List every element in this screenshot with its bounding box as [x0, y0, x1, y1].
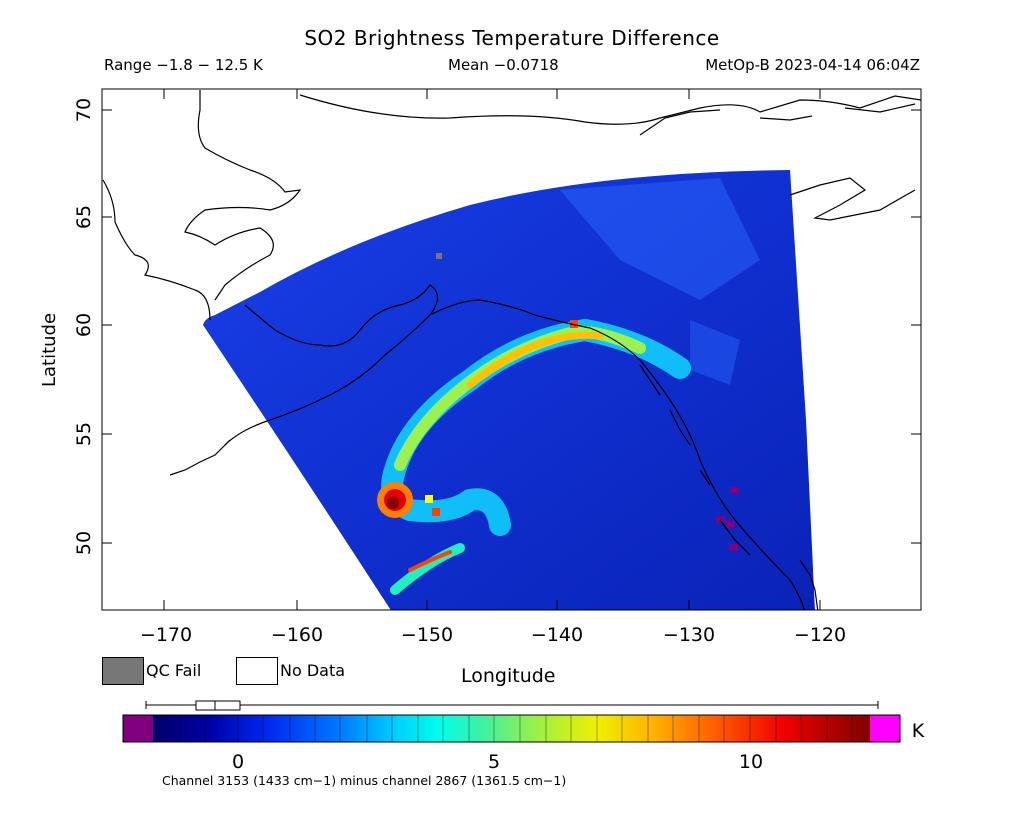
lon-tick-label: −120: [794, 624, 846, 646]
negative-pixel: [729, 544, 738, 551]
coastline-arctic: [184, 90, 302, 301]
lon-tick-label: −130: [663, 624, 715, 646]
so2-hotspot-pixel: [432, 508, 440, 516]
y-axis-label: Latitude: [39, 313, 60, 387]
lat-tick-label: 65: [73, 205, 95, 229]
light-patch: [690, 320, 740, 385]
coastline-gulf-alaska: [224, 284, 439, 446]
plot-title: SO2 Brightness Temperature Difference: [304, 26, 720, 50]
map-ticks: [102, 89, 921, 610]
lon-tick-label: −140: [531, 624, 583, 646]
negative-pixel: [730, 487, 739, 494]
so2-plume-core: [466, 331, 604, 389]
satellite-time-text: MetOp-B 2023-04-14 06:04Z: [705, 56, 920, 74]
colorbar-under: [123, 715, 153, 742]
so2-plume-tail-core: [408, 550, 452, 572]
lon-tick-label: −150: [401, 624, 453, 646]
no-data-swatch: [236, 657, 278, 685]
qc-fail-label: QC Fail: [146, 661, 202, 680]
so2-hotspot-pixel: [425, 495, 433, 503]
map-frame: [101, 88, 922, 611]
coastline-arctic-east: [299, 94, 921, 125]
coastline-western-alaska: [102, 179, 211, 321]
coastline-alaska-south: [429, 299, 805, 610]
lat-tick-label: 70: [73, 98, 95, 122]
colorbar-tick-label: 10: [739, 751, 763, 773]
lat-tick-label: 55: [73, 422, 95, 446]
so2-plume-tail: [390, 543, 465, 595]
lat-tick-label: 60: [73, 313, 95, 337]
so2-hotspot-core: [387, 497, 399, 509]
colorbar-tick-label: 0: [232, 751, 244, 773]
coastline-bc-coast: [799, 559, 819, 610]
colorbar-unit: K: [912, 720, 925, 742]
range-text: Range −1.8 − 12.5 K: [104, 56, 263, 74]
x-axis-label: Longitude: [461, 665, 556, 687]
qc-fail-swatch: [102, 657, 144, 685]
coastline-canada-north: [789, 177, 916, 221]
coastline-beaufort-islands: [639, 103, 916, 136]
channel-caption: Channel 3153 (1433 cm−1) minus channel 2…: [162, 773, 567, 788]
negative-pixel: [726, 521, 735, 528]
lat-tick-label: 50: [73, 531, 95, 555]
coastline-aleutian: [169, 439, 231, 476]
mean-text: Mean −0.0718: [448, 56, 559, 74]
coastline-panhandle-islands: [639, 364, 751, 556]
colorbar-tick-label: 5: [488, 751, 500, 773]
qc-fail-pixel: [436, 253, 442, 259]
coastline-layer: [102, 90, 921, 610]
colorbar-over: [870, 715, 900, 742]
colorbar: [122, 714, 901, 743]
lon-tick-label: −160: [271, 624, 323, 646]
negative-pixel: [716, 516, 725, 523]
colorbar-gradient: [153, 715, 870, 742]
swath-layer: [203, 170, 815, 610]
so2-hotspot-pixel: [570, 320, 578, 328]
lon-tick-label: −170: [140, 624, 192, 646]
range-boxplot: [145, 700, 879, 711]
light-patch: [560, 178, 760, 300]
no-data-label: No Data: [280, 661, 346, 680]
